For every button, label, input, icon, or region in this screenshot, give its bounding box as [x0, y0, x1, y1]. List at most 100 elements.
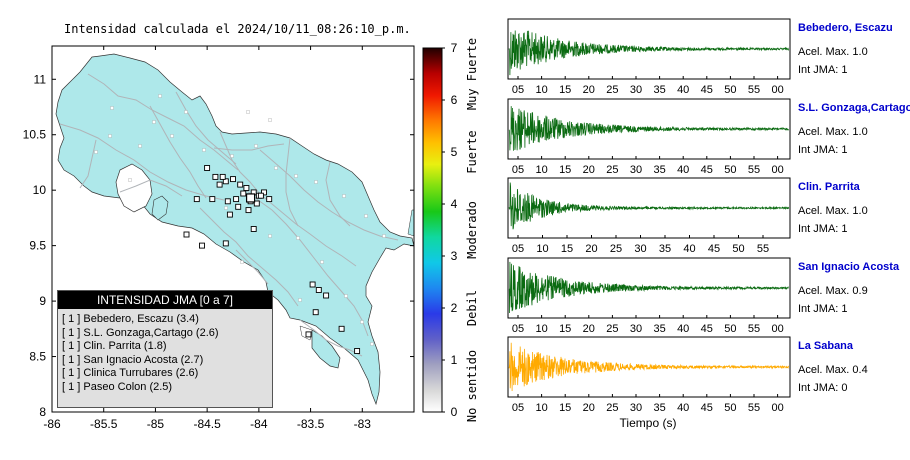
town-marker — [152, 120, 156, 124]
town-marker — [314, 180, 318, 184]
town-marker — [110, 106, 114, 110]
station-marker — [216, 181, 223, 188]
town-marker — [158, 94, 162, 98]
colorbar-category-label: No sentido — [465, 350, 479, 422]
waveform-panel: 05 10 15 20 25 30 35 40 45 50 55 00 San Ignacio Acos… — [507, 257, 900, 335]
waveform-tick-label: 05 — [512, 243, 524, 255]
road-line — [325, 161, 351, 227]
waveform-tick-label: 30 — [630, 164, 642, 176]
waveform-tick-label: 45 — [708, 243, 720, 255]
x-tick-label: -84.5 — [193, 417, 221, 431]
station-marker — [323, 292, 330, 299]
waveform-tick-label: 40 — [677, 84, 689, 96]
legend-body: [ 1 ] Bebedero, Escazu (3.4)[ 1 ] S.L. G… — [58, 309, 272, 407]
waveform-panel: 05 10 15 20 25 30 35 40 45 50 55 00 Bebedero, Escazu… — [507, 18, 893, 96]
waveform-tick-label: 50 — [724, 323, 736, 335]
waveform-trace — [508, 342, 790, 392]
road-line — [87, 73, 239, 171]
station-marker — [224, 198, 231, 205]
colorbar-bar — [422, 47, 443, 413]
road-line — [285, 137, 299, 227]
station-marker — [250, 226, 257, 232]
station-marker — [266, 196, 273, 203]
waveform-tick-label: 55 — [748, 323, 760, 335]
road-line — [199, 207, 299, 307]
road-line — [235, 249, 269, 285]
colorbar-category-label: Muy Fuerte — [465, 38, 479, 110]
waveform-tick-label: 05 — [512, 402, 524, 414]
legend-item: [ 1 ] Bebedero, Escazu (3.4) — [62, 313, 199, 325]
waveform-tick-label: 25 — [606, 84, 618, 96]
colorbar-category-label: Debil — [465, 290, 479, 326]
station-marker — [235, 203, 242, 210]
station-max-accel: Acel. Max. 0.9 — [798, 285, 868, 297]
station-jma-intensity: Int JMA: 1 — [798, 64, 848, 76]
station-marker — [354, 348, 361, 354]
x-tick-label: -85.5 — [90, 417, 118, 431]
town-marker — [138, 144, 142, 148]
legend-title: INTENSIDAD JMA [0 a 7] — [58, 291, 272, 309]
road-line — [213, 143, 285, 151]
waveform-tick-label: 15 — [559, 323, 571, 335]
station-marker — [305, 331, 312, 338]
waveform-tick-label: 50 — [732, 243, 744, 255]
town-marker — [296, 236, 300, 240]
legend-item: [ 1 ] S.L. Gonzaga,Cartago (2.6) — [62, 326, 219, 339]
map-frame — [51, 45, 415, 413]
town-marker — [268, 118, 272, 122]
waveform-tick-label: 35 — [653, 323, 665, 335]
waveform-tick-label: 40 — [677, 402, 689, 414]
station-marker — [245, 207, 252, 214]
town-marker — [274, 166, 278, 170]
town-marker — [294, 174, 298, 178]
x-tick-label: -84 — [250, 417, 268, 431]
waveform-tick-label: 50 — [724, 164, 736, 176]
waveform-tick-label: 30 — [630, 402, 642, 414]
map-axes: -86 -85.5 -85 -84.5 -84 -83.5 -83 8 8.5 9 9.5 10 10.… — [23, 46, 414, 431]
waveform-tick-label: 00 — [771, 323, 783, 335]
y-tick-label: 9.5 — [29, 239, 46, 253]
x-tick-label: -85 — [147, 417, 165, 431]
colorbar-tick-label: 4 — [451, 197, 458, 211]
waveform-tick-label: 35 — [653, 164, 665, 176]
town-marker — [170, 134, 174, 138]
town-marker — [254, 144, 258, 148]
map-land-group — [55, 53, 414, 406]
station-marker — [253, 200, 260, 207]
colorbar-tick-label: 0 — [451, 405, 458, 419]
town-marker — [344, 294, 348, 298]
waveform-trace — [508, 261, 789, 314]
town-marker — [364, 214, 368, 218]
town-marker — [268, 234, 272, 238]
waveform-tick-label: 40 — [677, 164, 689, 176]
station-marker — [233, 196, 240, 203]
station-marker — [199, 242, 205, 249]
waveform-tick-label: 20 — [583, 323, 595, 335]
colorbar-tick-label: 1 — [451, 353, 458, 367]
colorbar-category-label: Moderado — [465, 201, 479, 259]
nicoya-coast — [151, 195, 169, 221]
panama-border-land — [407, 209, 414, 237]
waveform-tick-label: 35 — [659, 243, 671, 255]
station-jma-intensity: Int JMA: 1 — [798, 303, 848, 315]
station-marker — [245, 193, 256, 203]
station-marker — [222, 240, 229, 247]
waveform-trace — [508, 30, 790, 76]
station-marker — [315, 287, 322, 293]
x-tick-label: -83.5 — [297, 417, 325, 431]
station-marker — [230, 176, 236, 183]
colorbar-tick-label: 5 — [451, 145, 458, 159]
y-tick-label: 10.5 — [23, 128, 47, 142]
legend-box: INTENSIDAD JMA [0 a 7] [ 1 ] Bebedero, E… — [57, 290, 273, 408]
legend-item: [ 1 ] Clinica Turrubares (2.6) — [62, 367, 199, 379]
town-marker — [224, 206, 228, 210]
town-marker — [230, 154, 234, 158]
town-marker — [108, 134, 112, 138]
waveform-tick-label: 20 — [583, 402, 595, 414]
legend-item: [ 1 ] Clin. Parrita (1.8) — [62, 340, 167, 352]
waveform-tick-label: 55 — [748, 402, 760, 414]
waveform-tick-label: 50 — [724, 84, 736, 96]
waveform-tick-label: 25 — [606, 402, 618, 414]
waveform-tick-label: 05 — [512, 84, 524, 96]
waveform-tick-label: 55 — [748, 164, 760, 176]
